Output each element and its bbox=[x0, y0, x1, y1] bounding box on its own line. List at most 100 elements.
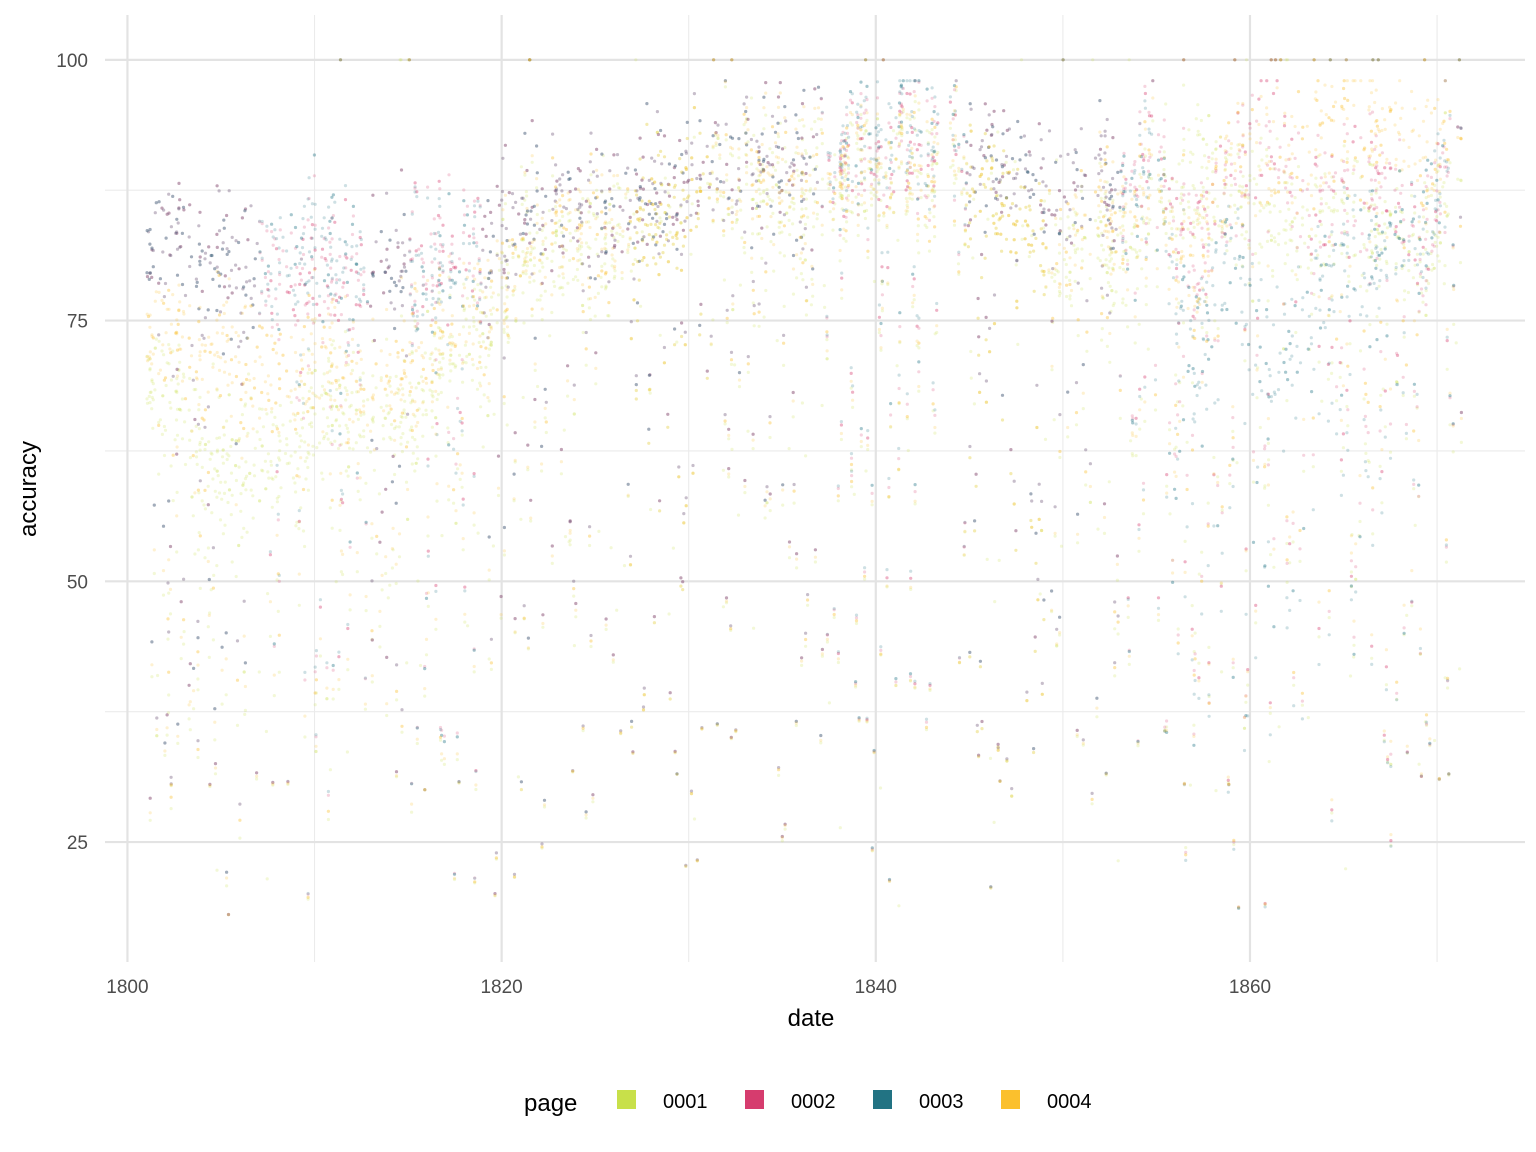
data-point bbox=[762, 200, 766, 204]
data-point bbox=[580, 221, 585, 225]
data-point bbox=[438, 376, 442, 380]
data-point bbox=[481, 340, 485, 344]
data-point bbox=[1424, 247, 1428, 251]
data-point bbox=[1357, 533, 1361, 538]
data-point bbox=[1167, 187, 1171, 191]
data-point bbox=[506, 271, 510, 275]
data-point bbox=[1388, 213, 1392, 217]
data-point bbox=[223, 480, 227, 484]
data-point bbox=[872, 178, 877, 182]
data-point bbox=[1257, 164, 1261, 168]
data-point bbox=[1413, 523, 1417, 528]
data-point bbox=[299, 278, 303, 282]
data-point bbox=[1148, 218, 1152, 222]
data-point bbox=[350, 232, 355, 237]
data-point bbox=[212, 573, 216, 578]
data-point bbox=[996, 193, 1000, 197]
data-point bbox=[156, 673, 160, 678]
data-point bbox=[904, 196, 909, 201]
data-point bbox=[516, 775, 521, 779]
data-point bbox=[1452, 322, 1456, 326]
data-point bbox=[207, 440, 211, 444]
data-point bbox=[1438, 195, 1442, 199]
data-point bbox=[628, 237, 632, 241]
data-point bbox=[1106, 281, 1110, 285]
data-point bbox=[774, 183, 779, 187]
data-point bbox=[1300, 223, 1305, 227]
data-point bbox=[1225, 240, 1229, 244]
data-point bbox=[1269, 234, 1273, 238]
data-point bbox=[679, 205, 683, 209]
data-point bbox=[524, 190, 529, 194]
data-point bbox=[505, 423, 509, 427]
data-point bbox=[322, 434, 327, 439]
data-point bbox=[464, 317, 468, 321]
data-point bbox=[568, 218, 572, 222]
data-point bbox=[330, 442, 334, 447]
data-point bbox=[800, 663, 804, 668]
data-point bbox=[870, 203, 874, 207]
data-point bbox=[1211, 170, 1215, 174]
data-point bbox=[406, 517, 410, 522]
data-point bbox=[737, 186, 741, 190]
data-point bbox=[803, 258, 807, 262]
data-point bbox=[359, 413, 363, 417]
data-point bbox=[1237, 189, 1241, 193]
data-point bbox=[1398, 205, 1402, 209]
data-point bbox=[533, 425, 537, 429]
data-point bbox=[541, 225, 546, 229]
data-point bbox=[555, 221, 559, 225]
data-point bbox=[1443, 202, 1447, 206]
data-point bbox=[579, 252, 583, 257]
data-point bbox=[535, 186, 539, 190]
data-point bbox=[479, 365, 483, 370]
data-point bbox=[1413, 263, 1417, 267]
data-point bbox=[362, 435, 366, 439]
data-point bbox=[192, 707, 196, 711]
data-point bbox=[277, 338, 281, 342]
data-point bbox=[153, 346, 157, 350]
data-point bbox=[864, 129, 868, 133]
data-point bbox=[1206, 501, 1210, 505]
data-point bbox=[587, 210, 591, 214]
data-point bbox=[1443, 230, 1447, 235]
data-point bbox=[912, 169, 917, 173]
data-point bbox=[1076, 247, 1080, 251]
data-point bbox=[1213, 319, 1217, 323]
data-point bbox=[198, 443, 202, 447]
data-point bbox=[183, 462, 188, 467]
data-point bbox=[962, 553, 966, 557]
data-point bbox=[535, 231, 539, 235]
data-point bbox=[1248, 126, 1252, 130]
data-point bbox=[175, 490, 179, 494]
data-point bbox=[586, 197, 590, 201]
data-point bbox=[930, 128, 934, 132]
data-point bbox=[313, 368, 317, 373]
data-point bbox=[917, 143, 921, 147]
data-point bbox=[1242, 726, 1247, 730]
data-point bbox=[1329, 295, 1333, 299]
data-point bbox=[208, 457, 212, 461]
data-point bbox=[440, 534, 444, 538]
data-point bbox=[1395, 380, 1399, 384]
data-point bbox=[253, 446, 257, 450]
data-point bbox=[847, 166, 851, 171]
data-point bbox=[1375, 263, 1379, 267]
data-point bbox=[506, 340, 510, 344]
data-point bbox=[910, 151, 914, 155]
data-point bbox=[1318, 188, 1322, 192]
data-point bbox=[306, 371, 310, 375]
data-point bbox=[1399, 209, 1403, 213]
data-point bbox=[1162, 150, 1166, 154]
data-point bbox=[269, 279, 273, 283]
data-point bbox=[1237, 189, 1241, 193]
data-point bbox=[845, 113, 849, 117]
data-point bbox=[838, 259, 842, 263]
data-point bbox=[245, 474, 249, 478]
data-point bbox=[437, 179, 441, 183]
data-point bbox=[342, 281, 346, 285]
data-point bbox=[461, 325, 466, 329]
data-point bbox=[971, 256, 975, 260]
data-point bbox=[333, 346, 337, 350]
data-point bbox=[1282, 228, 1286, 232]
